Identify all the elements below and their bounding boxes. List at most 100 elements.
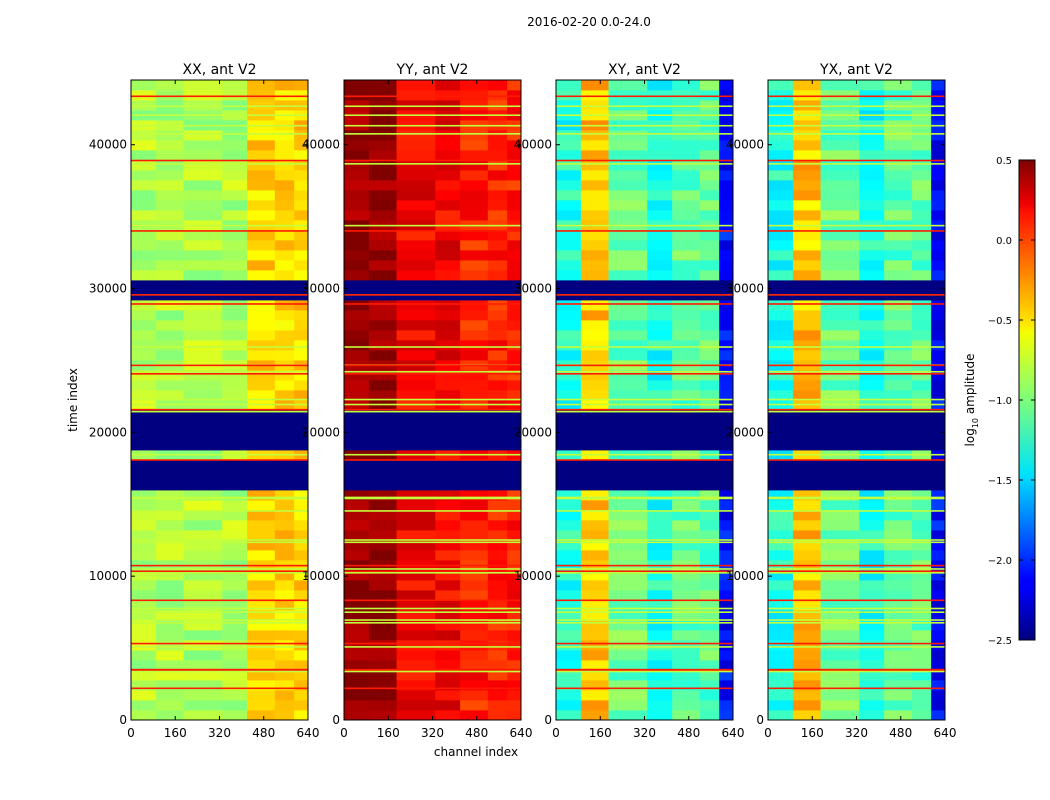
heatmap-cell <box>274 390 295 401</box>
rfi-line <box>344 105 521 108</box>
heatmap-cell <box>768 630 794 641</box>
heatmap-cell <box>556 460 582 471</box>
heatmap-cell <box>556 590 582 601</box>
heatmap-cell <box>931 640 946 651</box>
heatmap-cell <box>435 660 461 671</box>
rfi-line <box>768 568 945 570</box>
heatmap-cell <box>556 130 582 141</box>
heatmap-cell <box>344 470 370 481</box>
heatmap-cell <box>556 370 582 381</box>
rfi-line <box>344 364 521 367</box>
heatmap-cell <box>294 460 309 471</box>
heatmap-cell <box>608 700 648 711</box>
heatmap-cell <box>556 510 582 521</box>
heatmap-cell <box>222 670 248 681</box>
heatmap-cell <box>274 280 295 291</box>
heatmap-cell <box>672 390 701 401</box>
rfi-line <box>131 124 308 127</box>
heatmap-cell <box>931 250 946 261</box>
heatmap-cell <box>222 710 248 721</box>
heatmap-cell <box>183 270 223 281</box>
heatmap-cell <box>155 190 184 201</box>
heatmap-cell <box>368 500 397 511</box>
rfi-line <box>131 364 308 367</box>
heatmap-cell <box>507 680 522 691</box>
heatmap-cell <box>556 350 582 361</box>
heatmap-cell <box>294 180 309 191</box>
heatmap-cell <box>608 140 648 151</box>
heatmap-cell <box>507 130 522 141</box>
heatmap-cell <box>911 210 932 221</box>
heatmap-cell <box>792 130 821 141</box>
heatmap-cell <box>460 350 489 361</box>
heatmap-cell <box>507 580 522 591</box>
heatmap-cell <box>344 170 370 181</box>
rfi-line <box>556 642 733 645</box>
heatmap-cell <box>396 500 436 511</box>
heatmap-cell <box>580 270 609 281</box>
heatmap-cell <box>222 310 248 321</box>
heatmap-cell <box>344 390 370 401</box>
heatmap-cell <box>556 260 582 271</box>
heatmap-cell <box>580 160 609 171</box>
heatmap-cell <box>368 280 397 291</box>
heatmap-cell <box>820 140 860 151</box>
heatmap-cell <box>931 170 946 181</box>
heatmap-cell <box>931 650 946 661</box>
heatmap-cell <box>608 320 648 331</box>
heatmap-cell <box>859 660 885 671</box>
heatmap-cell <box>672 300 701 311</box>
rfi-line <box>344 453 521 456</box>
heatmap-cell <box>931 330 946 341</box>
heatmap-cell <box>608 310 648 321</box>
heatmap-cell <box>792 200 821 211</box>
heatmap-cell <box>155 500 184 511</box>
heatmap-cell <box>768 80 794 91</box>
heatmap-cell <box>435 490 461 501</box>
heatmap-cell <box>368 700 397 711</box>
heatmap-cell <box>222 460 248 471</box>
heatmap-cell <box>719 210 734 221</box>
heatmap-cell <box>294 710 309 721</box>
colorbar-ticks: 0.50.0−0.5−1.0−1.5−2.0−2.5 <box>988 156 1035 647</box>
heatmap-cell <box>155 530 184 541</box>
heatmap-cell <box>647 500 673 511</box>
heatmap-cell <box>820 260 860 271</box>
heatmap-cell <box>699 600 720 611</box>
heatmap-cell <box>719 660 734 671</box>
heatmap-cell <box>435 500 461 511</box>
heatmap-cell <box>247 250 276 261</box>
heatmap-cell <box>647 380 673 391</box>
heatmap-cell <box>294 420 309 431</box>
heatmap-cell <box>368 460 397 471</box>
heatmap-cell <box>580 150 609 161</box>
heatmap-cell <box>155 310 184 321</box>
heatmap-cell <box>344 270 370 281</box>
heatmap-cell <box>931 260 946 271</box>
heatmap-cell <box>719 310 734 321</box>
heatmap-cell <box>859 160 885 171</box>
heatmap-cell <box>460 590 489 601</box>
heatmap-cell <box>580 550 609 561</box>
heatmap-cell <box>792 250 821 261</box>
heatmap-cell <box>247 580 276 591</box>
heatmap-cell <box>294 480 309 491</box>
heatmap-cell <box>768 420 794 431</box>
rfi-line <box>556 611 733 613</box>
heatmap-cell <box>580 180 609 191</box>
heatmap-cell <box>131 510 157 521</box>
heatmap-cell <box>884 600 913 611</box>
rfi-line <box>131 373 308 375</box>
rfi-line <box>344 646 521 648</box>
heatmap-cell <box>507 710 522 721</box>
heatmap-cell <box>183 520 223 531</box>
rfi-line <box>556 230 733 232</box>
heatmap-cell <box>556 610 582 621</box>
heatmap-cell <box>131 600 157 611</box>
heatmap-cell <box>608 530 648 541</box>
heatmap-cell <box>556 700 582 711</box>
heatmap-cell <box>460 80 489 91</box>
heatmap-cell <box>820 680 860 691</box>
heatmap-cell <box>608 410 648 421</box>
heatmap-cell <box>131 380 157 391</box>
